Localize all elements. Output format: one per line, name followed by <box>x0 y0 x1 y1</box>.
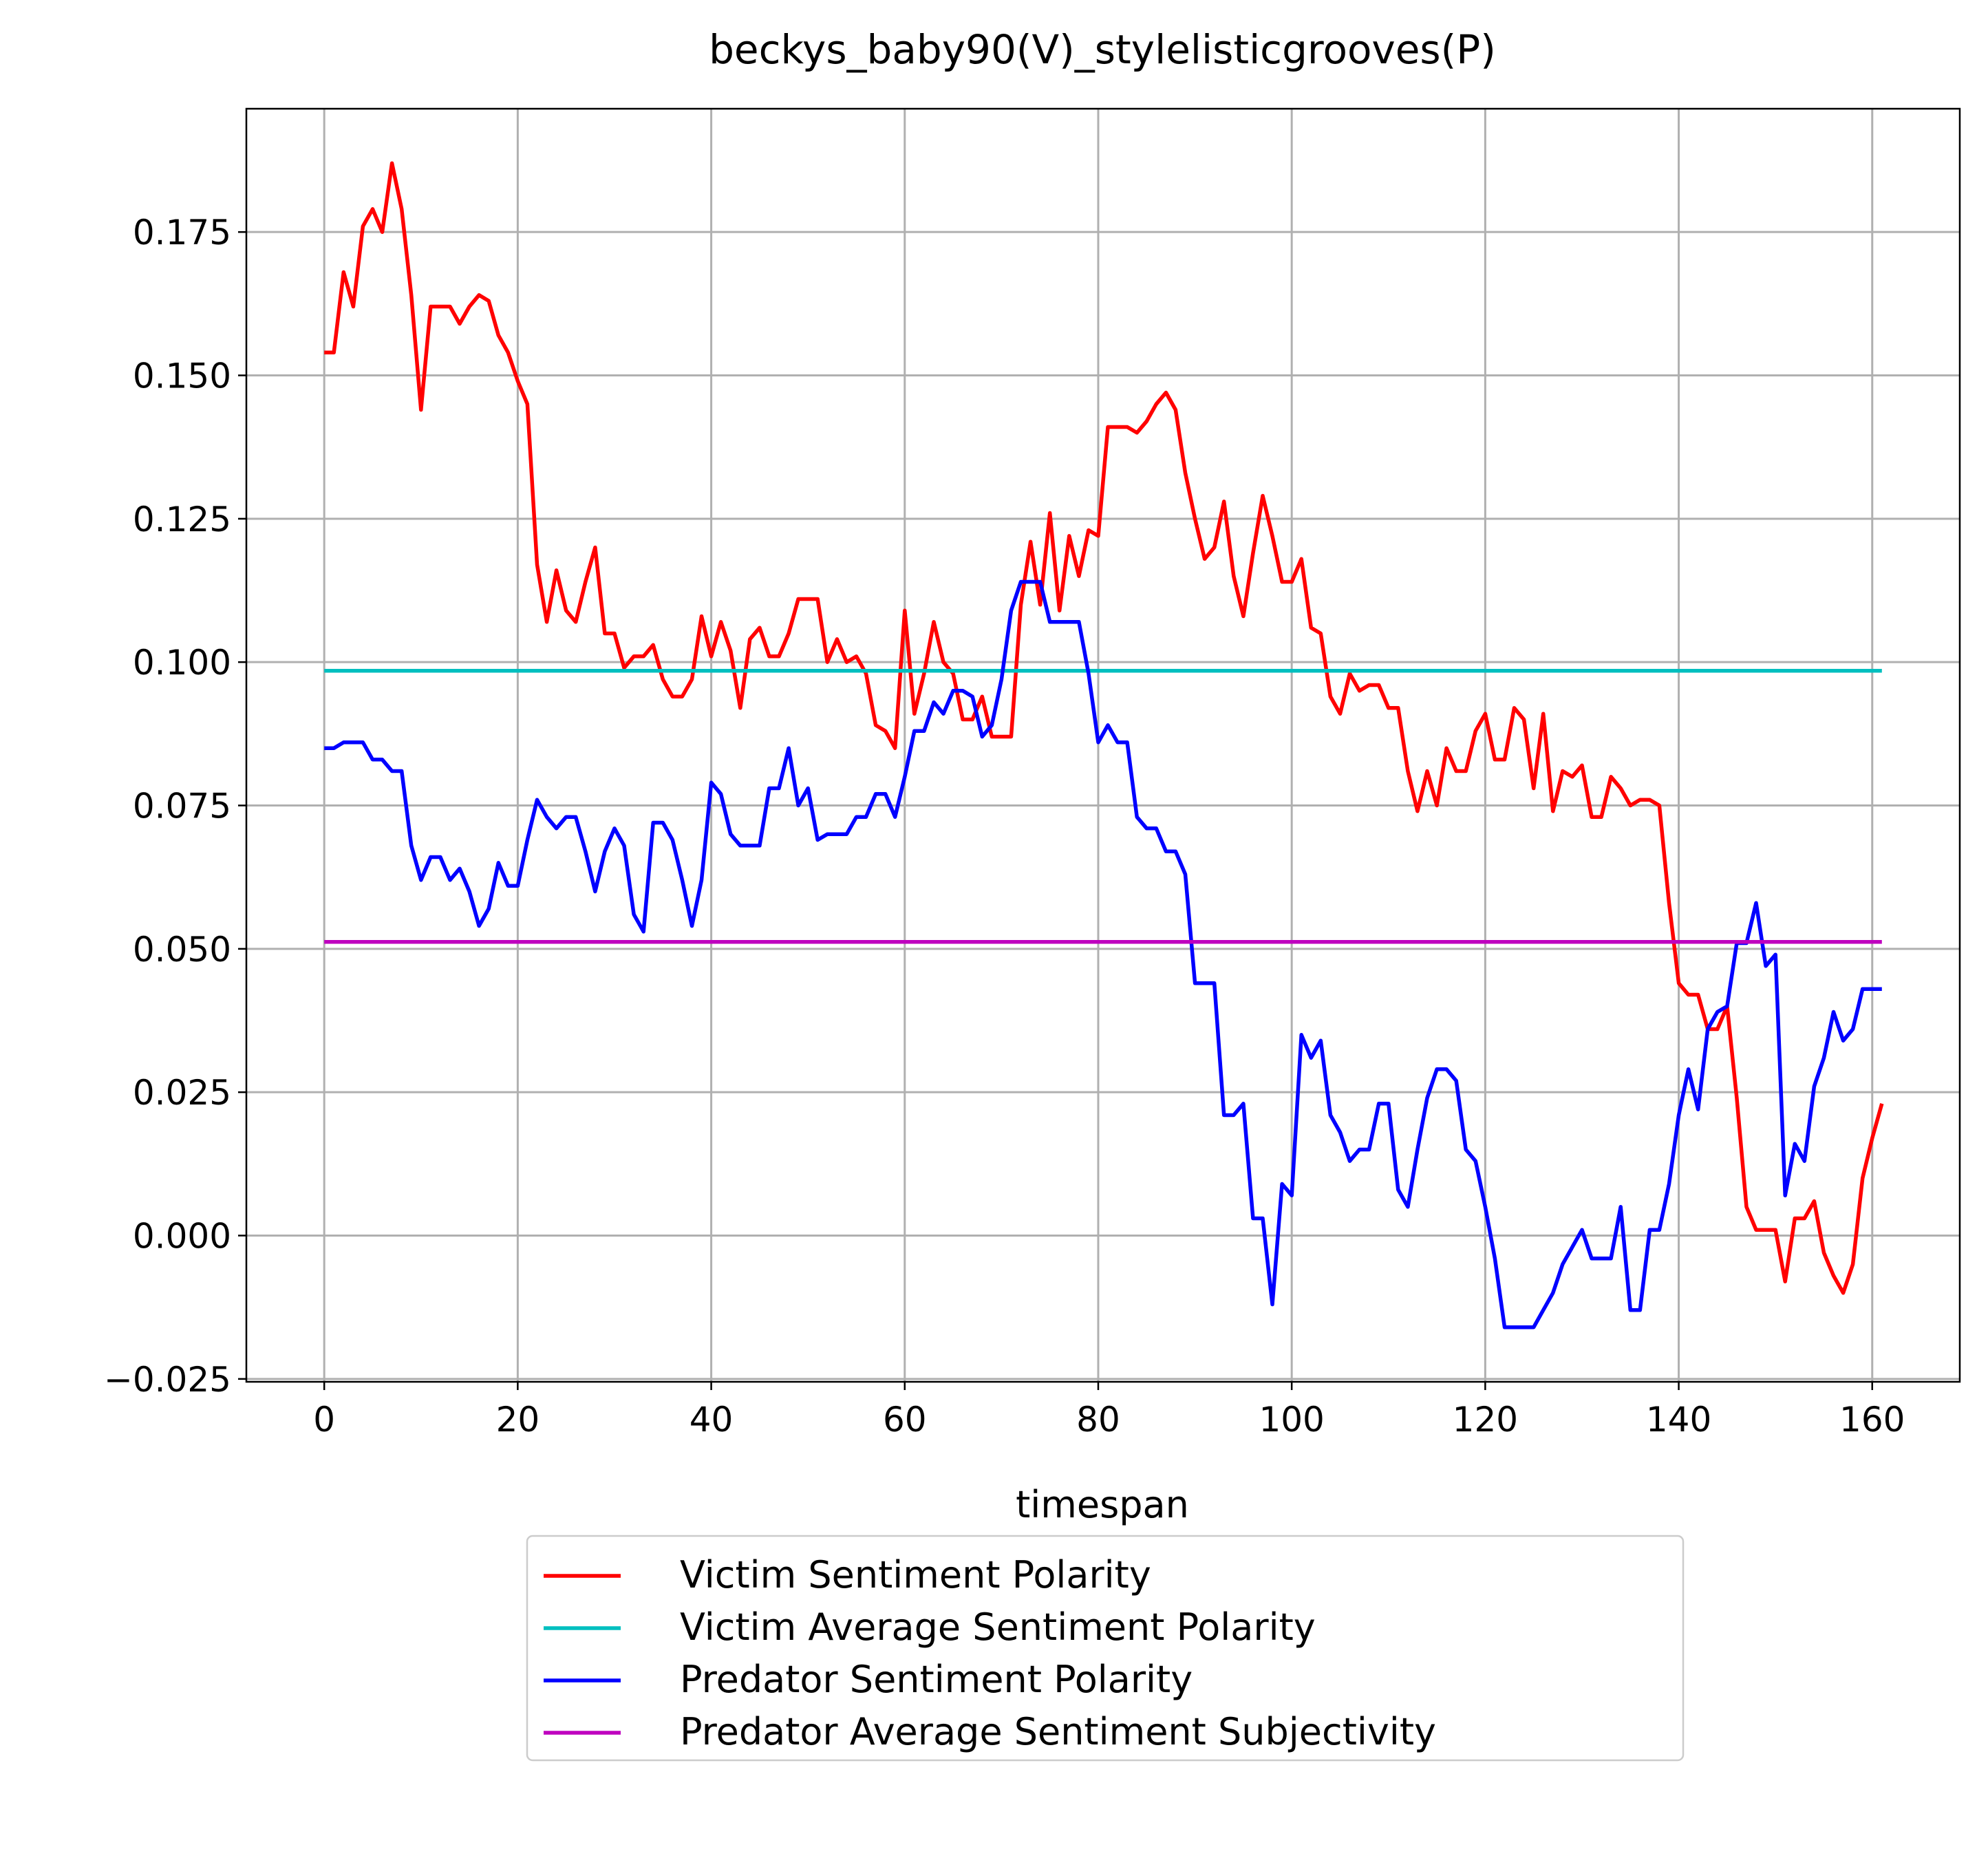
x-tick-label: 40 <box>690 1400 734 1440</box>
x-tick-label: 20 <box>496 1400 540 1440</box>
grid <box>246 109 1960 1382</box>
x-tick-label: 0 <box>313 1400 335 1440</box>
legend-label: Predator Average Sentiment Subjectivity <box>680 1710 1436 1753</box>
x-tick-label: 100 <box>1259 1400 1324 1440</box>
legend-label: Predator Sentiment Polarity <box>680 1658 1193 1701</box>
plot-area-frame <box>245 107 1961 1383</box>
y-tick-label: −0.025 <box>104 1360 231 1400</box>
y-tick-label: 0.175 <box>133 213 231 253</box>
y-tick-label: 0.075 <box>133 787 231 826</box>
y-tick-label: 0.050 <box>133 930 231 970</box>
x-tick-label: 120 <box>1453 1400 1518 1440</box>
y-axis-ticks: −0.025 0.000 0.025 0.050 0.075 0.100 0.125 0.15… <box>104 213 246 1400</box>
x-tick-label: 60 <box>883 1400 927 1440</box>
legend-box <box>526 1535 1685 1762</box>
series-lines <box>324 161 1884 1330</box>
y-tick-label: 0.100 <box>133 643 231 683</box>
y-tick-label: 0.025 <box>133 1073 231 1113</box>
series-line-2 <box>324 579 1882 1330</box>
series-line-0 <box>324 161 1884 1295</box>
x-axis-label: timespan <box>1016 1483 1189 1526</box>
x-tick-label: 140 <box>1646 1400 1711 1440</box>
legend[interactable]: Victim Sentiment Polarity Victim Average … <box>526 1535 1685 1762</box>
legend-label: Victim Sentiment Polarity <box>680 1553 1151 1597</box>
chart-title: beckys_baby90(V)_stylelisticgrooves(P) <box>709 26 1496 73</box>
y-tick-label: 0.150 <box>133 356 231 396</box>
legend-label: Victim Average Sentiment Polarity <box>680 1605 1316 1649</box>
x-tick-label: 160 <box>1839 1400 1905 1440</box>
y-tick-label: 0.125 <box>133 500 231 540</box>
y-tick-label: 0.000 <box>133 1217 231 1257</box>
x-axis-ticks: 0 20 40 60 80 100 120 140 160 <box>313 1382 1905 1440</box>
x-tick-label: 80 <box>1076 1400 1120 1440</box>
